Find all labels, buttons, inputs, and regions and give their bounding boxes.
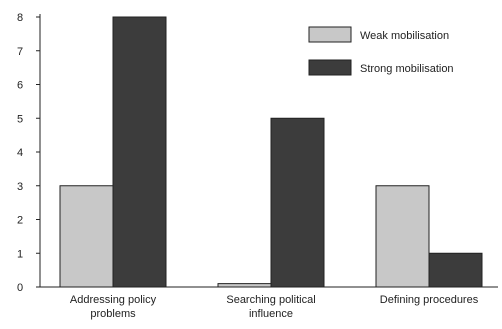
y-axis: 0 1 2 3 4 5 6 7 8: [17, 12, 41, 294]
legend: Weak mobilisation Strong mobilisation: [308, 26, 454, 76]
bars: [59, 16, 483, 288]
legend-swatch-weak: [308, 26, 352, 43]
x-category-label: Defining procedures: [380, 294, 479, 306]
y-tick-label: 0: [17, 282, 23, 294]
y-tick-label: 3: [17, 181, 23, 193]
bar-weak-mobilisation: [217, 283, 272, 288]
y-tick-label: 7: [17, 46, 23, 58]
x-category-label: Addressing policy problems: [70, 294, 157, 320]
legend-label-strong: Strong mobilisation: [360, 63, 454, 75]
x-axis: Addressing policy problems Searching polit…: [40, 286, 498, 320]
y-tick-label: 6: [17, 80, 23, 92]
bar-strong-mobilisation: [270, 117, 325, 288]
bar-strong-mobilisation: [428, 252, 483, 288]
bar-strong-mobilisation: [112, 16, 167, 288]
legend-swatch-strong: [308, 59, 352, 76]
bar-weak-mobilisation: [375, 185, 430, 288]
y-tick-label: 5: [17, 113, 23, 125]
bar-weak-mobilisation: [59, 185, 114, 288]
y-tick-label: 4: [17, 147, 23, 159]
y-tick-label: 8: [17, 12, 23, 24]
x-category-label: Searching political influence: [226, 294, 315, 320]
y-tick-label: 1: [17, 248, 23, 260]
legend-label-weak: Weak mobilisation: [360, 30, 449, 42]
y-tick-label: 2: [17, 215, 23, 227]
